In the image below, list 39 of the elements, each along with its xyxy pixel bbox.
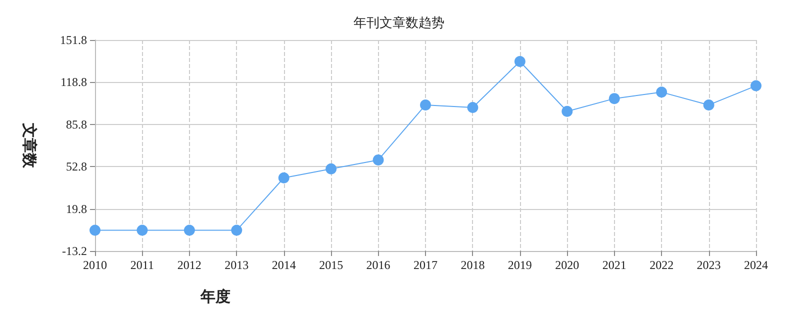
- y-tick-label: 151.8: [60, 33, 87, 47]
- x-tick-label: 2019: [508, 258, 532, 272]
- x-tick-label: 2014: [272, 258, 296, 272]
- x-tick-label: 2017: [414, 258, 438, 272]
- y-axis-title: 文章数: [20, 122, 38, 169]
- point: [136, 224, 148, 236]
- x-tick-label: 2022: [650, 258, 674, 272]
- point: [90, 224, 100, 236]
- x-tick-label: 2012: [177, 258, 202, 272]
- point: [184, 224, 195, 236]
- point: [562, 106, 573, 117]
- x-tick-label: 2010: [83, 258, 107, 272]
- y-tick-label: 85.8: [66, 117, 87, 132]
- point: [608, 93, 620, 104]
- x-tick-label: 2018: [460, 258, 485, 272]
- point: [467, 102, 478, 114]
- x-tick-label: 2020: [555, 258, 580, 272]
- y-tick-label: 52.8: [66, 160, 87, 174]
- x-tick-label: 2016: [366, 258, 390, 272]
- point: [750, 80, 762, 92]
- x-tick-label: 2024: [744, 258, 768, 272]
- point: [656, 86, 668, 98]
- point: [514, 56, 526, 67]
- y-tick-label: -13.2: [62, 244, 87, 258]
- x-tick-label: 2013: [224, 258, 249, 272]
- chart-title: 年刊文章数趋势: [354, 16, 444, 31]
- point: [278, 172, 290, 184]
- point: [703, 99, 714, 110]
- x-tick-label: 2011: [130, 258, 154, 272]
- x-tick-label: 2023: [696, 258, 721, 272]
- x-axis-title: 年度: [200, 288, 230, 306]
- point: [231, 224, 242, 236]
- y-tick-label: 19.8: [66, 202, 87, 216]
- x-tick-label: 2021: [602, 258, 626, 272]
- point: [372, 154, 384, 166]
- point: [326, 163, 337, 174]
- y-tick-label: 118.8: [60, 75, 87, 90]
- x-tick-label: 2015: [319, 258, 344, 272]
- point: [420, 99, 431, 110]
